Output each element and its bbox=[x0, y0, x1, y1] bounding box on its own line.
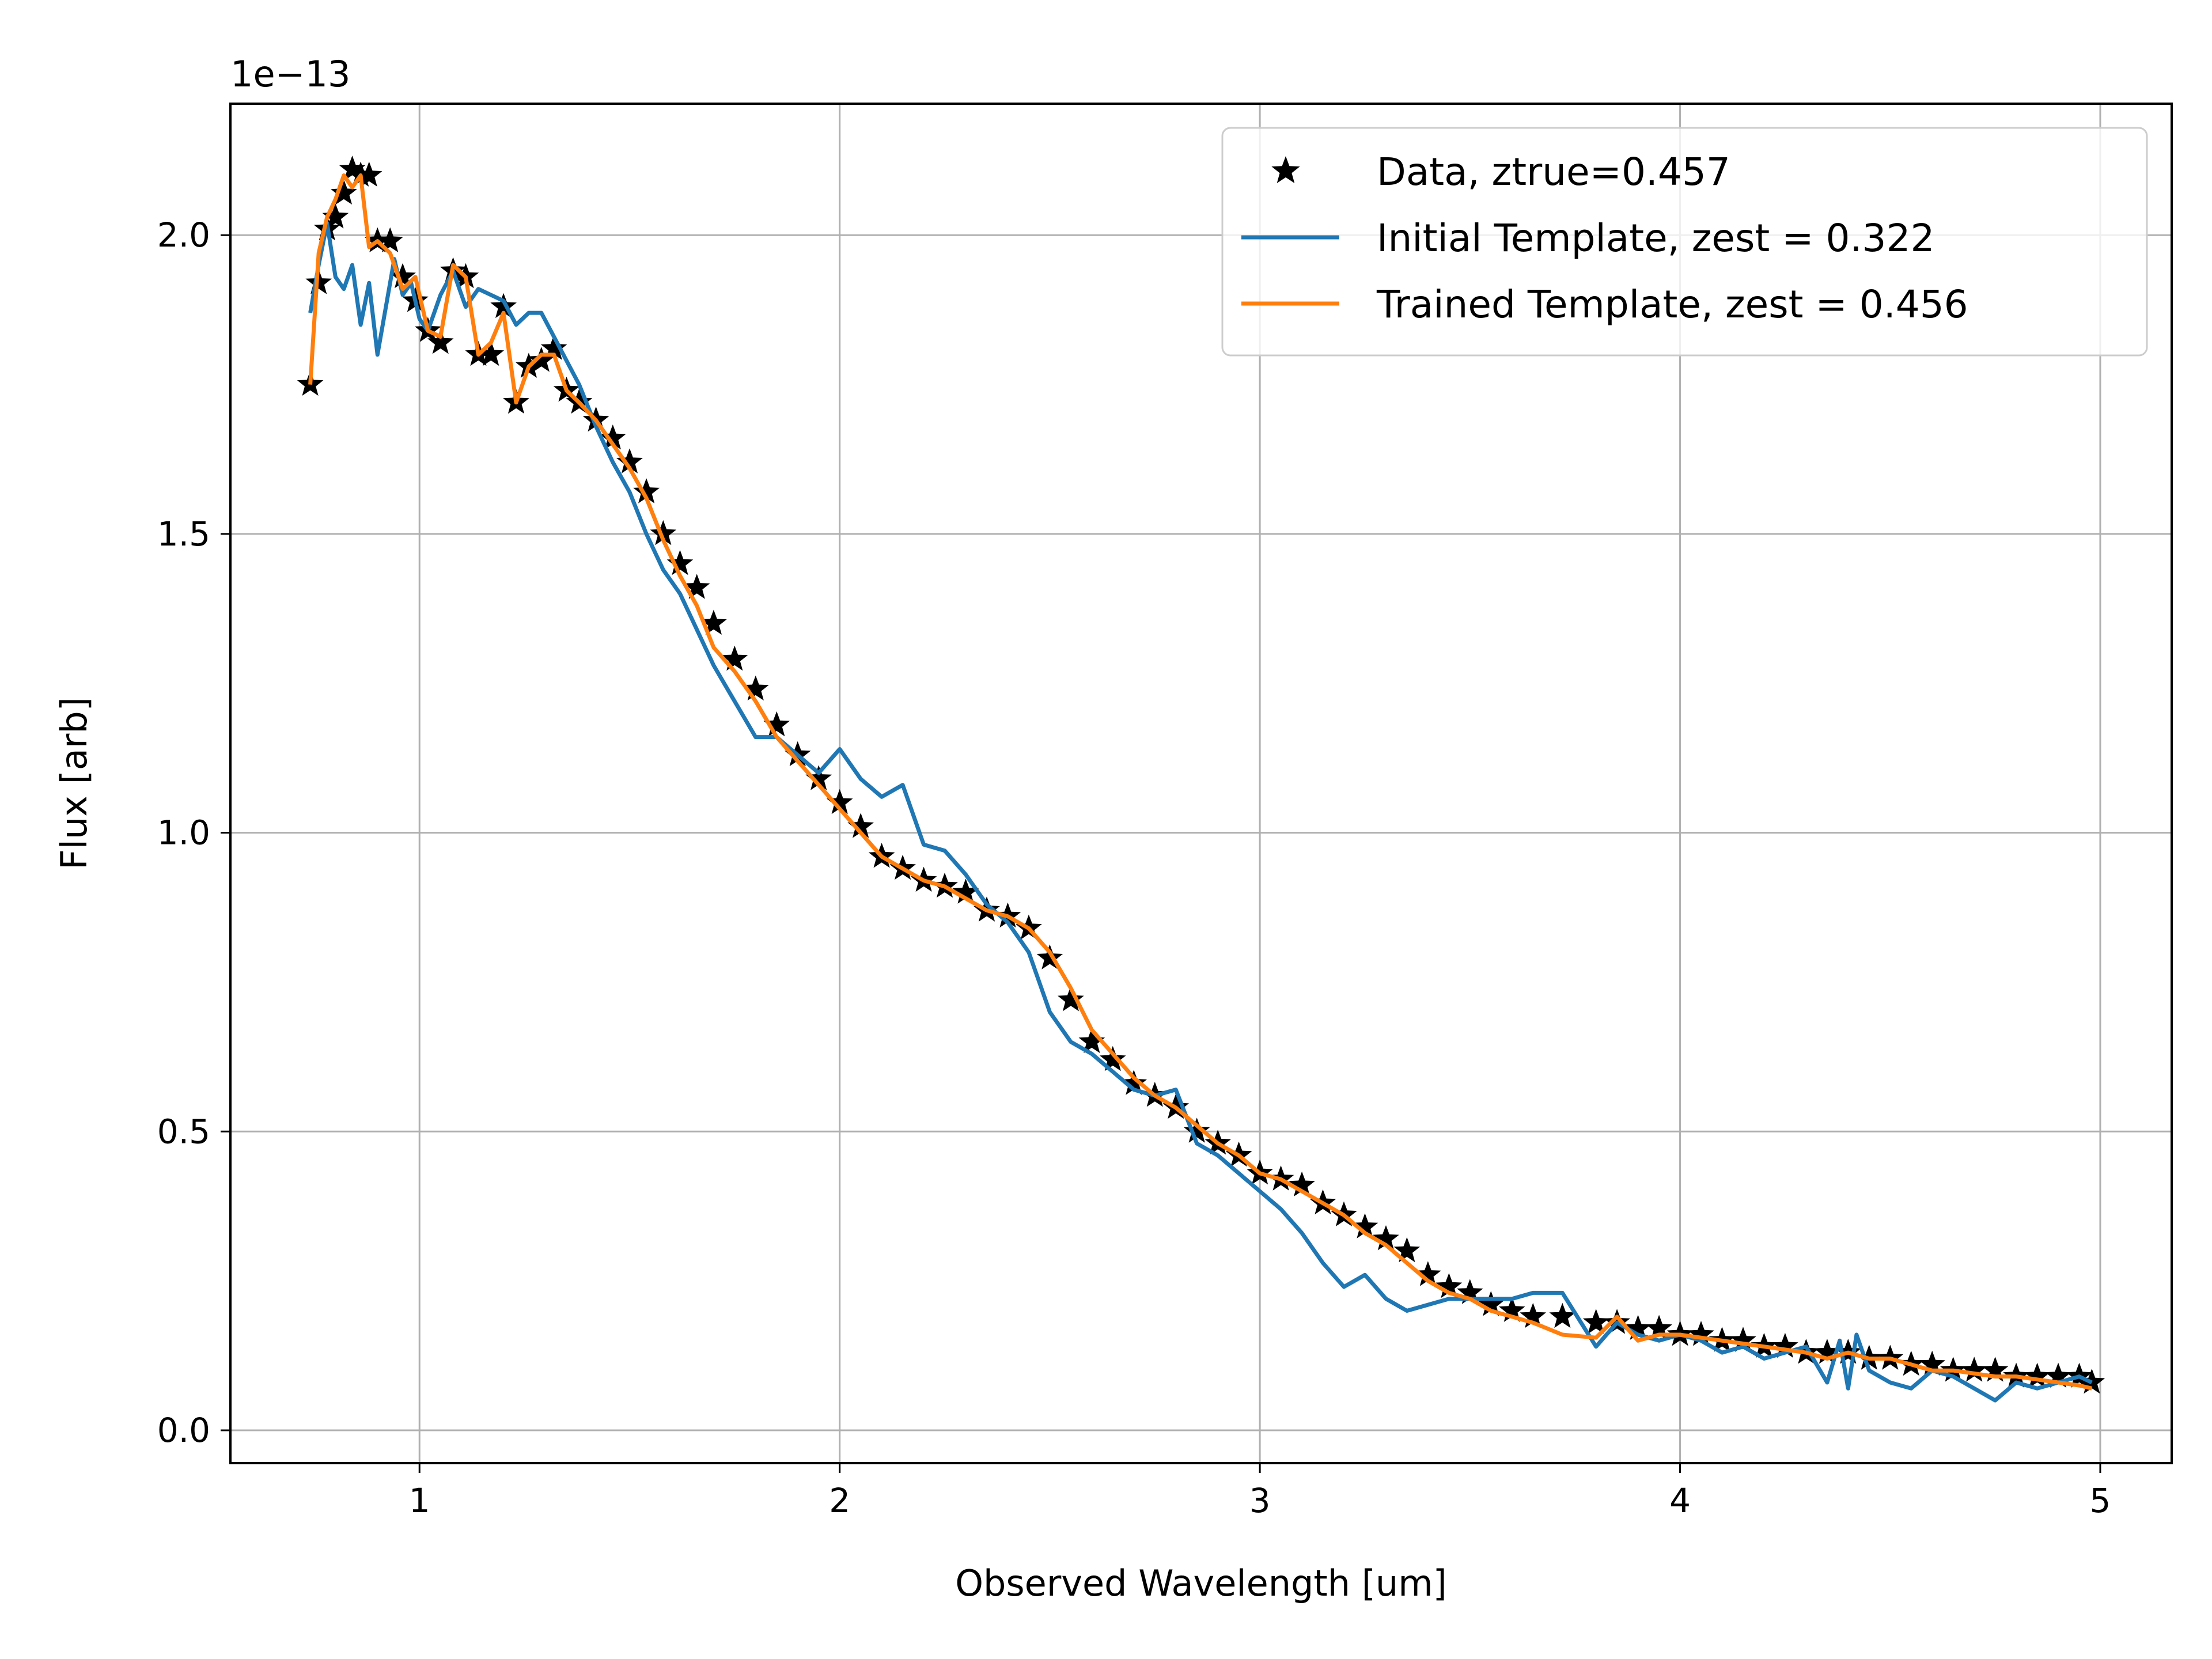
data-point-star bbox=[1078, 1028, 1105, 1054]
data-point-star bbox=[666, 550, 694, 575]
data-point-star bbox=[1058, 986, 1084, 1012]
y-tick-label: 0.0 bbox=[157, 1411, 210, 1450]
y-tick-label: 2.0 bbox=[157, 215, 210, 255]
data-point-star bbox=[1961, 1357, 1987, 1382]
x-tick-label: 4 bbox=[1669, 1481, 1691, 1520]
data-point-star bbox=[1100, 1046, 1126, 1071]
data-point-star bbox=[331, 179, 357, 204]
data-point-star bbox=[763, 711, 790, 737]
data-point-star bbox=[1520, 1302, 1547, 1328]
data-point-star bbox=[1730, 1327, 1756, 1352]
data-point-star bbox=[1435, 1273, 1463, 1298]
data-point-star bbox=[322, 203, 349, 229]
y-axis-offset-label: 1e−13 bbox=[230, 53, 350, 95]
data-point-star bbox=[650, 520, 677, 546]
x-tick-label: 2 bbox=[829, 1481, 850, 1520]
data-point-star bbox=[1036, 944, 1063, 969]
data-point-star bbox=[1919, 1350, 1945, 1376]
y-tick-label: 1.5 bbox=[157, 514, 210, 554]
data-point-star bbox=[1499, 1297, 1525, 1322]
data-point-star bbox=[427, 328, 454, 354]
data-point-star bbox=[1549, 1302, 1576, 1328]
data-point-star bbox=[633, 478, 660, 503]
data-point-star bbox=[1351, 1213, 1378, 1238]
data-point-star bbox=[1624, 1315, 1652, 1340]
data-point-star bbox=[616, 448, 643, 474]
data-point-star bbox=[1393, 1237, 1421, 1263]
legend: Data, ztrue=0.457 Initial Template, zest … bbox=[1221, 127, 2148, 357]
data-point-star bbox=[490, 293, 517, 319]
legend-label: Data, ztrue=0.457 bbox=[1377, 150, 1730, 194]
x-tick-label: 5 bbox=[2090, 1481, 2111, 1520]
data-point-star bbox=[1814, 1339, 1840, 1364]
data-point-star bbox=[1289, 1171, 1315, 1196]
data-point-star bbox=[683, 574, 710, 599]
data-point-star bbox=[2024, 1362, 2051, 1388]
y-tick-label: 0.5 bbox=[157, 1112, 210, 1151]
data-point-star bbox=[1373, 1225, 1399, 1251]
plot-series bbox=[297, 156, 2105, 1403]
data-point-star bbox=[2045, 1362, 2071, 1388]
data-point-star bbox=[721, 645, 748, 671]
data-point-star bbox=[1646, 1315, 1672, 1340]
data-point-star bbox=[339, 156, 366, 181]
x-axis-label: Observed Wavelength [um] bbox=[955, 1562, 1447, 1604]
legend-label: Trained Template, zest = 0.456 bbox=[1376, 282, 1968, 327]
axis-ticks: 1 2 3 4 5 0.0 0.5 1.0 1.5 2.0 bbox=[157, 215, 2111, 1520]
y-axis-label: Flux [arb] bbox=[53, 697, 95, 870]
x-tick-label: 3 bbox=[1249, 1481, 1271, 1520]
data-point-star bbox=[826, 789, 853, 815]
data-point-star bbox=[355, 161, 382, 187]
data-point-star bbox=[528, 347, 555, 372]
legend-star-icon bbox=[1271, 156, 1300, 183]
legend-label: Initial Template, zest = 0.322 bbox=[1377, 216, 1934, 260]
data-point-star bbox=[1772, 1332, 1798, 1358]
data-point-star bbox=[1415, 1261, 1441, 1286]
axes-frame bbox=[229, 103, 2173, 1464]
data-point-star bbox=[700, 609, 727, 635]
data-point-star bbox=[805, 765, 832, 790]
data-point-star bbox=[743, 675, 769, 700]
data-point-star bbox=[952, 878, 979, 904]
trained-template-line bbox=[308, 173, 2093, 1391]
data-point-star bbox=[600, 424, 626, 450]
data-point-star bbox=[478, 340, 505, 366]
y-tick-label: 1.0 bbox=[157, 813, 210, 853]
data-point-star bbox=[377, 227, 403, 252]
data-point-star bbox=[1982, 1357, 2009, 1382]
data-point-star bbox=[1582, 1309, 1609, 1334]
data-point-star bbox=[1120, 1070, 1147, 1095]
data-point-star bbox=[847, 813, 874, 838]
data-point-star bbox=[1688, 1321, 1714, 1346]
data-point-star bbox=[1478, 1291, 1505, 1316]
legend-frame bbox=[1221, 127, 2148, 357]
x-tick-label: 1 bbox=[409, 1481, 430, 1520]
data-point-star bbox=[1183, 1118, 1210, 1143]
data-point-star bbox=[1457, 1279, 1483, 1304]
data-point-star bbox=[540, 335, 567, 360]
data-point-star bbox=[389, 263, 416, 289]
